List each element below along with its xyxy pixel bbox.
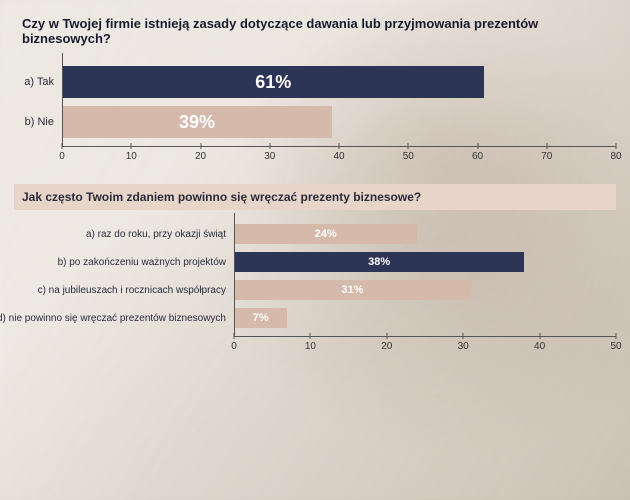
bar-row: a) raz do roku, przy okazji świąt24%	[234, 224, 616, 244]
axis-tick-label: 30	[458, 341, 469, 352]
axis-tick-label: 10	[305, 341, 316, 352]
axis-tick-label: 50	[403, 151, 414, 162]
axis-tick-label: 80	[610, 151, 621, 162]
bar-track: 38%	[234, 252, 616, 272]
bar-category-label: c) na jubileuszach i rocznicach współpra…	[38, 285, 234, 296]
axis-tick-label: 60	[472, 151, 483, 162]
axis-tick-label: 0	[59, 151, 65, 162]
chart2: a) raz do roku, przy okazji świąt24% b) p…	[234, 224, 616, 356]
bar: 39%	[62, 106, 332, 138]
bar-row: a) Tak61%	[62, 66, 616, 98]
bar-category-label: b) po zakończeniu ważnych projektów	[58, 257, 234, 268]
axis-tick-label: 40	[534, 341, 545, 352]
axis-tick-label: 20	[195, 151, 206, 162]
axis-tick-label: 50	[610, 341, 621, 352]
bar-category-label: a) Tak	[24, 76, 62, 88]
axis-tick-label: 40	[333, 151, 344, 162]
chart1-title: Czy w Twojej firmie istnieją zasady doty…	[14, 10, 616, 52]
chart2-x-axis: 01020304050	[234, 336, 616, 356]
bar: 31%	[234, 280, 471, 300]
content-container: Czy w Twojej firmie istnieją zasady doty…	[0, 0, 630, 356]
bar-row: b) po zakończeniu ważnych projektów38%	[234, 252, 616, 272]
axis-tick-label: 70	[541, 151, 552, 162]
bar-track: 7%	[234, 308, 616, 328]
bar: 7%	[234, 308, 287, 328]
bar: 61%	[62, 66, 484, 98]
bar-track: 61%	[62, 66, 616, 98]
bar-track: 31%	[234, 280, 616, 300]
bar-track: 39%	[62, 106, 616, 138]
bar-row: b) Nie39%	[62, 106, 616, 138]
axis-tick-label: 0	[231, 341, 237, 352]
bar-category-label: a) raz do roku, przy okazji świąt	[86, 229, 234, 240]
chart1: a) Tak61%b) Nie39% 01020304050607080	[62, 66, 616, 166]
axis-tick-label: 20	[381, 341, 392, 352]
chart2-title: Jak często Twoim zdaniem powinno się wrę…	[14, 184, 616, 210]
bar-category-label: b) Nie	[25, 116, 62, 128]
bar: 24%	[234, 224, 417, 244]
chart1-x-axis: 01020304050607080	[62, 146, 616, 166]
bar-row: d) nie powinno się wręczać prezentów biz…	[234, 308, 616, 328]
bar-row: c) na jubileuszach i rocznicach współpra…	[234, 280, 616, 300]
axis-tick-label: 10	[126, 151, 137, 162]
bar: 38%	[234, 252, 524, 272]
bar-track: 24%	[234, 224, 616, 244]
bar-category-label: d) nie powinno się wręczać prezentów biz…	[0, 313, 234, 324]
axis-tick-label: 30	[264, 151, 275, 162]
